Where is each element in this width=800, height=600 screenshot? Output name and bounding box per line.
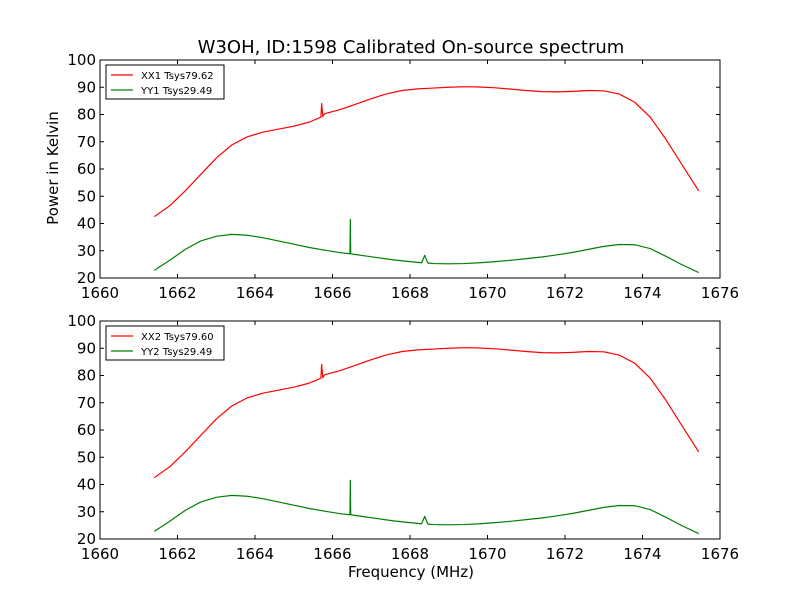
y-tick-label: 70: [77, 394, 96, 412]
y-tick-label: 90: [77, 339, 96, 357]
legend-box: [105, 325, 225, 361]
top-spectrum-panel: 1660 1662 1664 1666 1668 1670 1672 1674 1676 20 30…: [67, 51, 739, 302]
x-tick-label: 1672: [546, 545, 584, 563]
x-tick-label: 1668: [391, 545, 429, 563]
y-tick-label: 80: [77, 106, 96, 124]
y-axis-label: Power in Kelvin: [44, 111, 62, 225]
legend-label-1: XX1 Tsys79.62: [141, 71, 214, 82]
x-tick-label: 1670: [468, 545, 506, 563]
x-tick-label: 1666: [313, 545, 351, 563]
x-tick-label: 1660: [81, 284, 119, 302]
y-tick-label: 60: [77, 160, 96, 178]
x-tick-label: 1668: [391, 284, 429, 302]
x-tick-label: 1674: [623, 545, 661, 563]
series-line-2: [153, 479, 699, 535]
y-tick-label: 50: [77, 187, 96, 205]
x-tick-label: 1670: [468, 284, 506, 302]
y-tick-label: 30: [77, 503, 96, 521]
y-tick-label: 70: [77, 133, 96, 151]
x-tick-label: 1676: [701, 284, 739, 302]
figure-title: W3OH, ID:1598 Calibrated On-source spect…: [198, 37, 625, 58]
series-line-2: [153, 218, 699, 274]
legend-box: [105, 64, 225, 100]
x-tick-label: 1664: [236, 284, 274, 302]
y-tick-label: 20: [77, 269, 96, 287]
x-tick-label: 1674: [623, 284, 661, 302]
y-tick-label: 80: [77, 367, 96, 385]
series-line-1: [153, 347, 700, 479]
x-tick-label: 1660: [81, 545, 119, 563]
y-tick-label: 40: [77, 476, 96, 494]
y-tick-label: 40: [77, 215, 96, 233]
legend-label-1: XX2 Tsys79.60: [141, 332, 214, 343]
y-tick-label: 30: [77, 242, 96, 260]
x-axis-label: Frequency (MHz): [348, 563, 474, 581]
x-tick-label: 1662: [158, 284, 196, 302]
y-tick-label: 20: [77, 530, 96, 548]
y-tick-label: 50: [77, 448, 96, 466]
bottom-spectrum-panel: 1660 1662 1664 1666 1668 1670 1672 1674 1676 20 30…: [67, 312, 739, 563]
y-tick-label: 60: [77, 421, 96, 439]
legend-label-2: YY1 Tsys29.49: [140, 86, 212, 97]
x-tick-label: 1666: [313, 284, 351, 302]
y-tick-label: 100: [67, 312, 96, 330]
x-tick-label: 1662: [158, 545, 196, 563]
x-tick-label: 1676: [701, 545, 739, 563]
series-line-1: [153, 86, 700, 218]
y-tick-label: 100: [67, 51, 96, 69]
x-tick-label: 1672: [546, 284, 584, 302]
legend-label-2: YY2 Tsys29.49: [140, 347, 212, 358]
x-tick-label: 1664: [236, 545, 274, 563]
y-tick-label: 90: [77, 78, 96, 96]
